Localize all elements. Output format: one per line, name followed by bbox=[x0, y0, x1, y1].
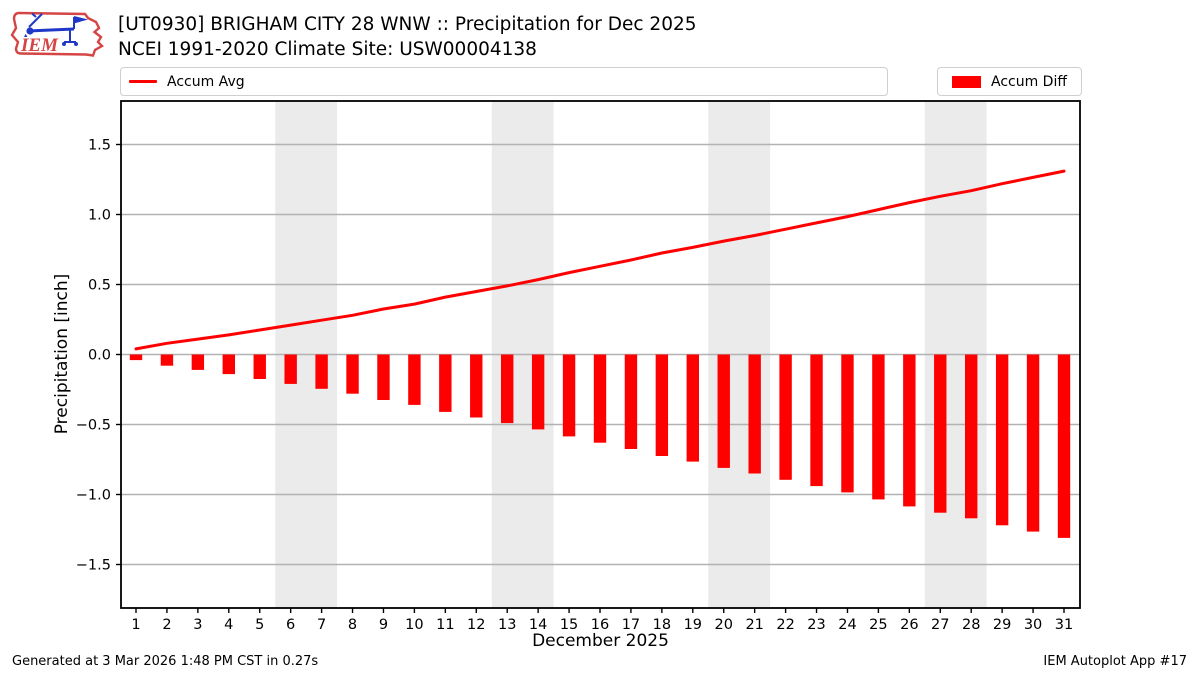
bar-day-10 bbox=[408, 354, 421, 405]
y-tick-label: −1.5 bbox=[76, 558, 111, 574]
x-tick-label: 26 bbox=[900, 617, 918, 633]
x-tick-label: 24 bbox=[838, 617, 856, 633]
bar-day-13 bbox=[501, 354, 514, 424]
x-tick-label: 11 bbox=[436, 617, 454, 633]
x-tick-label: 15 bbox=[560, 617, 578, 633]
bar-day-17 bbox=[624, 354, 638, 449]
x-axis-label: December 2025 bbox=[532, 631, 669, 651]
bar-day-27 bbox=[934, 354, 947, 513]
iem-logo: IEM bbox=[8, 4, 106, 64]
bar-day-18 bbox=[655, 354, 669, 456]
x-tick-label: 14 bbox=[529, 617, 547, 633]
x-tick-label: 3 bbox=[193, 617, 202, 633]
bar-day-1 bbox=[129, 354, 143, 361]
iem-logo-graphic: IEM bbox=[10, 11, 104, 57]
bar-day-7 bbox=[315, 354, 328, 389]
x-tick-label: 22 bbox=[776, 617, 794, 633]
x-tick-label: 1 bbox=[131, 617, 140, 633]
bar-day-28 bbox=[965, 354, 978, 519]
x-tick-label: 31 bbox=[1055, 617, 1073, 633]
bar-day-26 bbox=[903, 354, 916, 507]
y-tick-label: 0.0 bbox=[88, 348, 111, 364]
bar-day-16 bbox=[593, 354, 607, 443]
x-tick-label: 29 bbox=[993, 617, 1011, 633]
x-tick-label: 4 bbox=[224, 617, 233, 633]
iem-logo-text: IEM bbox=[20, 35, 59, 56]
x-tick-label: 21 bbox=[745, 617, 763, 633]
iowa-outline-icon bbox=[10, 11, 104, 57]
x-tick-label: 5 bbox=[255, 617, 264, 633]
bar-day-11 bbox=[439, 354, 452, 412]
accum-avg-line bbox=[134, 169, 1066, 351]
x-tick-label: 20 bbox=[715, 617, 733, 633]
y-tick-label: −1.0 bbox=[76, 488, 111, 504]
bar-day-3 bbox=[191, 354, 205, 370]
x-tick-label: 8 bbox=[348, 617, 357, 633]
bar-day-20 bbox=[717, 354, 730, 468]
x-tick-label: 6 bbox=[286, 617, 295, 633]
accum-diff-bar-swatch-icon bbox=[951, 75, 981, 88]
accum-avg-line-swatch-icon bbox=[129, 80, 157, 83]
x-tick-label: 12 bbox=[467, 617, 485, 633]
bar-day-9 bbox=[377, 354, 390, 400]
x-tick-label: 7 bbox=[317, 617, 326, 633]
bar-day-30 bbox=[1026, 354, 1040, 532]
x-tick-label: 18 bbox=[653, 617, 671, 633]
bar-day-15 bbox=[562, 354, 576, 437]
weather-vane-parts-icon bbox=[24, 16, 88, 46]
x-tick-label: 30 bbox=[1024, 617, 1042, 633]
app-credit: IEM Autoplot App #17 bbox=[1043, 654, 1187, 669]
bar-day-6 bbox=[284, 354, 297, 384]
bar-day-8 bbox=[346, 354, 359, 394]
x-tick-label: 16 bbox=[591, 617, 609, 633]
x-tick-label: 27 bbox=[931, 617, 949, 633]
bar-day-19 bbox=[686, 354, 699, 462]
bar-day-2 bbox=[160, 354, 174, 366]
x-tick-label: 23 bbox=[807, 617, 825, 633]
generated-timestamp: Generated at 3 Mar 2026 1:48 PM CST in 0… bbox=[12, 654, 319, 669]
bar-day-24 bbox=[841, 354, 854, 493]
x-tick-label: 2 bbox=[162, 617, 171, 633]
x-tick-label: 25 bbox=[869, 617, 887, 633]
legend-label-accum-avg: Accum Avg bbox=[167, 73, 245, 90]
y-axis-label: Precipitation [inch] bbox=[52, 273, 72, 435]
x-tick-label: 9 bbox=[379, 617, 388, 633]
chart-subtitle: NCEI 1991-2020 Climate Site: USW00004138 bbox=[118, 39, 537, 60]
x-tick-label: 10 bbox=[405, 617, 423, 633]
legend-accum-diff: Accum Diff bbox=[937, 67, 1082, 96]
y-tick-label: −0.5 bbox=[76, 418, 111, 434]
chart-title: [UT0930] BRIGHAM CITY 28 WNW :: Precipit… bbox=[118, 14, 697, 35]
bar-day-4 bbox=[222, 354, 235, 375]
bar-day-23 bbox=[810, 354, 823, 487]
legend-accum-avg: Accum Avg bbox=[120, 67, 888, 96]
bar-day-29 bbox=[995, 354, 1009, 526]
x-tick-label: 13 bbox=[498, 617, 516, 633]
y-tick-label: 0.5 bbox=[88, 278, 111, 294]
bar-day-25 bbox=[872, 354, 885, 500]
y-tick-label: 1.0 bbox=[88, 208, 111, 224]
y-tick-label: 1.5 bbox=[88, 138, 111, 154]
legend-label-accum-diff: Accum Diff bbox=[990, 73, 1067, 90]
x-tick-label: 17 bbox=[622, 617, 640, 633]
bar-day-14 bbox=[531, 354, 545, 430]
bar-day-5 bbox=[253, 354, 266, 379]
bar-day-21 bbox=[748, 354, 761, 474]
bar-day-31 bbox=[1057, 354, 1071, 538]
bar-day-22 bbox=[779, 354, 792, 480]
x-tick-label: 19 bbox=[684, 617, 702, 633]
bar-day-12 bbox=[470, 354, 483, 418]
x-tick-label: 28 bbox=[962, 617, 980, 633]
